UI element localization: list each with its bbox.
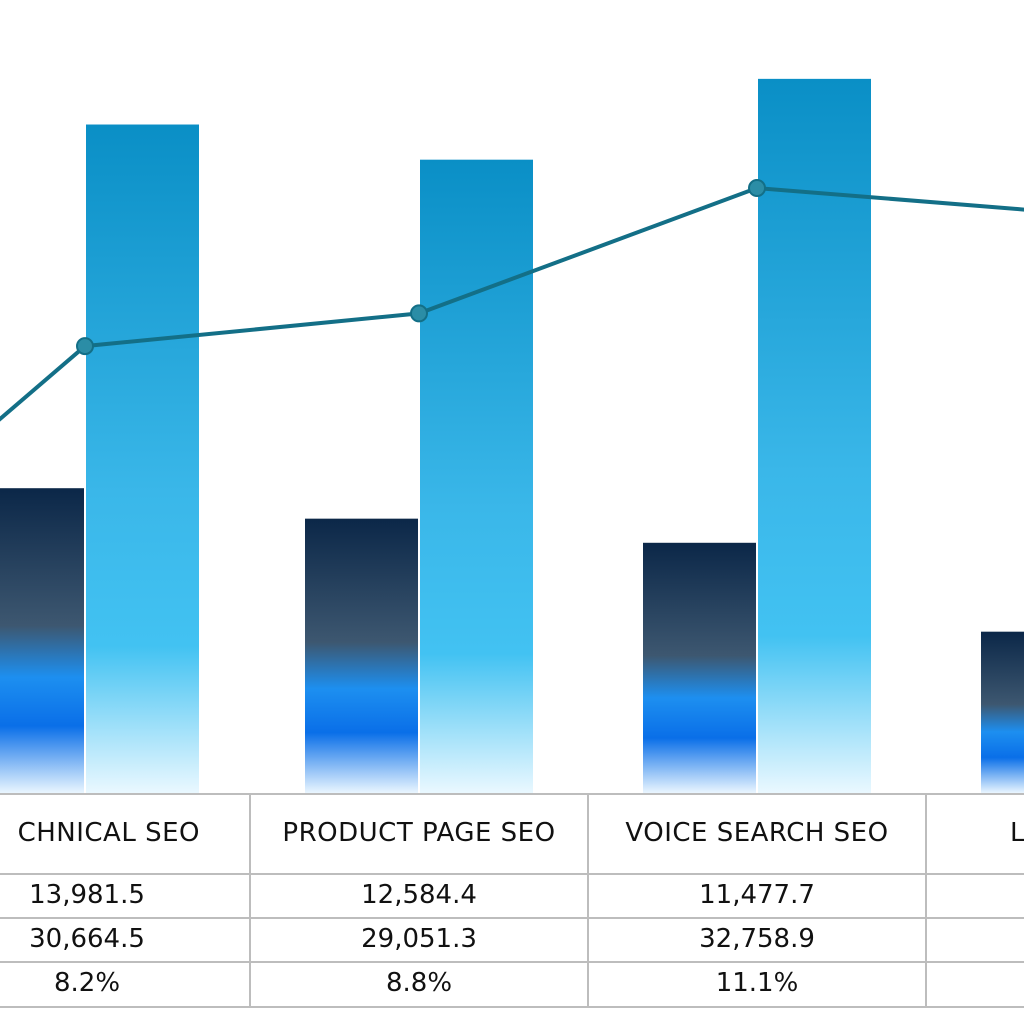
bar-series1-4 <box>981 631 1024 793</box>
line-point-1 <box>76 337 94 356</box>
bar-series2-1 <box>86 124 199 793</box>
table-cell-r3-c2: 8.8% <box>385 968 453 998</box>
bar-series2-3 <box>758 78 871 794</box>
table-header-2: PRODUCT PAGE SEO <box>282 818 556 848</box>
chart-plot-area <box>0 78 1024 794</box>
table-cell-r1-c4 <box>1010 873 1024 917</box>
table-cell-r1-c1: 13,981.5 <box>29 880 145 910</box>
table-cell-r1-c2: 12,584.4 <box>361 880 477 910</box>
line-point-3 <box>748 179 766 198</box>
data-table: CHNICAL SEO PRODUCT PAGE SEO VOICE SEARCH … <box>0 793 1024 1009</box>
table-cell-r3-c4 <box>1010 961 1024 1006</box>
bar-series2-2 <box>420 159 533 794</box>
table-cell-r2-c1: 30,664.5 <box>29 924 145 954</box>
table-cell-r2-c3: 32,758.9 <box>699 924 815 954</box>
table-header-4: L <box>1010 818 1024 848</box>
line-point-2 <box>410 304 428 323</box>
bar-series1-1 <box>0 488 84 793</box>
table-cell-r3-c1: 8.2% <box>53 968 121 998</box>
table-header-1: CHNICAL SEO <box>17 818 200 848</box>
table-cell-r1-c3: 11,477.7 <box>699 880 815 910</box>
table-cell-r2-c4 <box>1010 917 1024 961</box>
table-cell-r2-c2: 29,051.3 <box>361 924 477 954</box>
table-cell-r3-c3: 11.1% <box>715 968 799 998</box>
bar-series1-2 <box>305 518 418 793</box>
table-grid <box>0 793 1024 1008</box>
bar-series1-3 <box>643 542 756 793</box>
table-header-3: VOICE SEARCH SEO <box>625 818 889 848</box>
